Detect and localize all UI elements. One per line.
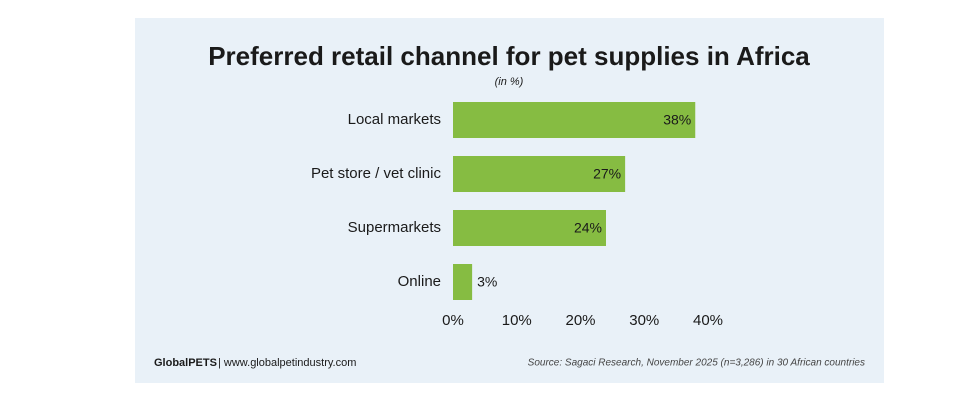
bar — [453, 156, 626, 192]
y-tick-label: Online — [398, 273, 441, 290]
value-label: 3% — [477, 274, 497, 290]
panel — [135, 18, 884, 383]
bar — [453, 102, 696, 138]
bar — [453, 264, 473, 300]
credit-url: | www.globalpetindustry.com — [218, 357, 356, 369]
x-tick-label: 0% — [442, 312, 464, 329]
value-label: 38% — [663, 112, 691, 128]
value-label: 27% — [593, 166, 621, 182]
bar — [453, 210, 606, 246]
chart-title: Preferred retail channel for pet supplie… — [208, 41, 810, 71]
y-tick-label: Local markets — [348, 111, 441, 128]
value-label: 24% — [574, 220, 602, 236]
y-tick-label: Pet store / vet clinic — [311, 165, 442, 182]
x-tick-label: 20% — [565, 312, 595, 329]
source: Source: Sagaci Research, November 2025 (… — [528, 358, 865, 369]
x-tick-label: 10% — [502, 312, 532, 329]
y-tick-label: Supermarkets — [348, 219, 441, 236]
x-tick-label: 40% — [693, 312, 723, 329]
chart-subtitle: (in %) — [495, 76, 524, 88]
x-tick-label: 30% — [629, 312, 659, 329]
credit-brand: GlobalPETS — [154, 357, 217, 369]
